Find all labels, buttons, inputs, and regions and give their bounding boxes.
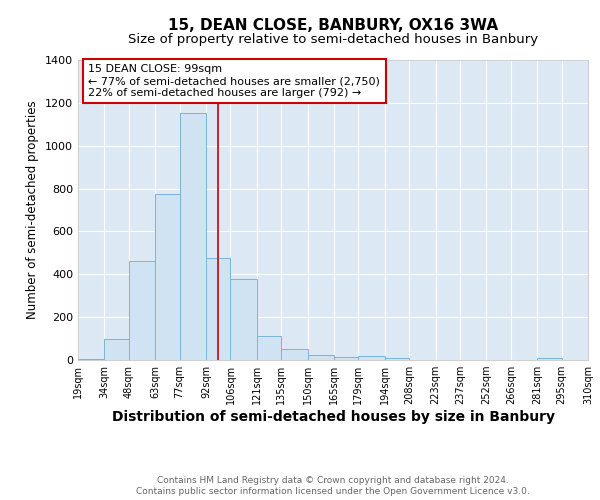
Bar (129, 262, 155, 360)
Text: 15, DEAN CLOSE, BANBURY, OX16 3WA: 15, DEAN CLOSE, BANBURY, OX16 3WA (168, 18, 498, 32)
Bar (281, 350, 308, 360)
Text: Contains public sector information licensed under the Open Government Licence v3: Contains public sector information licen… (136, 488, 530, 496)
Bar (78, 359, 104, 360)
Bar (358, 356, 385, 360)
Bar (385, 358, 409, 360)
Text: Size of property relative to semi-detached houses in Banbury: Size of property relative to semi-detach… (128, 32, 538, 46)
Bar (179, 112, 206, 360)
X-axis label: Distribution of semi-detached houses by size in Banbury: Distribution of semi-detached houses by … (112, 410, 554, 424)
Y-axis label: Number of semi-detached properties: Number of semi-detached properties (26, 100, 40, 320)
Bar (308, 354, 334, 360)
Bar (155, 194, 179, 360)
Text: 15 DEAN CLOSE: 99sqm
← 77% of semi-detached houses are smaller (2,750)
22% of se: 15 DEAN CLOSE: 99sqm ← 77% of semi-detac… (88, 64, 380, 98)
Bar (206, 258, 230, 360)
Bar (104, 338, 129, 360)
Bar (334, 357, 358, 360)
Bar (230, 278, 257, 360)
Bar (537, 358, 562, 360)
Text: Contains HM Land Registry data © Crown copyright and database right 2024.: Contains HM Land Registry data © Crown c… (157, 476, 509, 485)
Bar (257, 336, 281, 360)
